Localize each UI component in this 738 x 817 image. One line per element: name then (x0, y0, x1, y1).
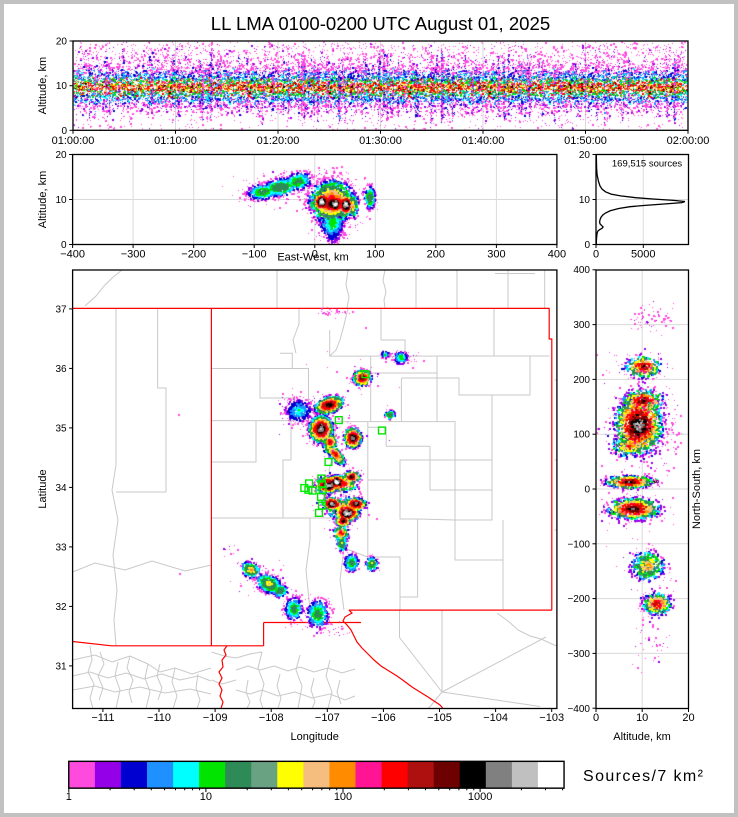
svg-text:LL LMA 0100-0200 UTC August 01: LL LMA 0100-0200 UTC August 01, 2025 (211, 13, 550, 34)
svg-text:34: 34 (55, 483, 67, 494)
svg-text:01:30:00: 01:30:00 (359, 135, 402, 147)
svg-text:Sources/7 km²: Sources/7 km² (583, 768, 704, 785)
svg-text:20: 20 (579, 150, 591, 161)
svg-text:100: 100 (334, 791, 352, 803)
svg-text:−108: −108 (259, 712, 284, 724)
svg-text:0: 0 (593, 712, 599, 724)
svg-text:Altitude, km: Altitude, km (613, 731, 670, 743)
svg-text:−107: −107 (315, 712, 340, 724)
svg-text:−105: −105 (427, 712, 452, 724)
svg-text:35: 35 (55, 423, 67, 434)
svg-text:400: 400 (573, 265, 590, 276)
svg-text:02:00:00: 02:00:00 (667, 135, 710, 147)
svg-text:33: 33 (55, 542, 67, 553)
svg-text:0: 0 (584, 240, 590, 251)
svg-text:20: 20 (55, 150, 67, 161)
svg-text:0: 0 (312, 249, 318, 261)
svg-text:−300: −300 (121, 249, 146, 261)
svg-text:100: 100 (366, 249, 384, 261)
svg-text:−100: −100 (242, 249, 267, 261)
svg-text:20: 20 (56, 37, 68, 48)
svg-text:31: 31 (55, 661, 67, 672)
svg-text:10: 10 (55, 195, 67, 206)
svg-text:−400: −400 (60, 249, 85, 261)
svg-text:5000: 5000 (631, 249, 655, 261)
svg-text:−110: −110 (147, 712, 171, 724)
svg-text:−100: −100 (567, 539, 590, 550)
svg-text:169,515 sources: 169,515 sources (612, 159, 682, 170)
svg-text:−200: −200 (181, 249, 206, 261)
svg-text:01:40:00: 01:40:00 (462, 135, 505, 147)
svg-text:−109: −109 (203, 712, 228, 724)
svg-text:400: 400 (548, 249, 566, 261)
svg-text:10: 10 (56, 81, 68, 92)
svg-text:10: 10 (200, 791, 212, 803)
svg-text:−200: −200 (567, 594, 590, 605)
svg-text:0: 0 (593, 249, 599, 261)
svg-text:Longitude: Longitude (291, 731, 339, 743)
svg-text:10: 10 (579, 195, 591, 206)
svg-text:200: 200 (573, 375, 590, 386)
svg-text:−111: −111 (91, 712, 114, 724)
svg-text:0: 0 (584, 485, 590, 496)
svg-text:100: 100 (573, 430, 590, 441)
svg-text:10: 10 (636, 712, 648, 724)
svg-text:Latitude: Latitude (37, 469, 49, 508)
svg-text:01:50:00: 01:50:00 (564, 135, 607, 147)
svg-text:North-South, km: North-South, km (691, 449, 703, 529)
svg-text:−400: −400 (567, 704, 590, 715)
svg-text:1000: 1000 (468, 791, 492, 803)
svg-text:20: 20 (682, 712, 694, 724)
svg-text:1: 1 (66, 791, 72, 803)
svg-text:01:10:00: 01:10:00 (154, 135, 197, 147)
svg-text:Altitude, km: Altitude, km (37, 171, 49, 228)
svg-text:−103: −103 (539, 712, 564, 724)
svg-text:37: 37 (55, 304, 67, 315)
svg-text:0: 0 (61, 126, 67, 137)
svg-text:32: 32 (55, 602, 67, 613)
svg-text:East-West, km: East-West, km (277, 252, 348, 264)
svg-text:−106: −106 (371, 712, 396, 724)
svg-text:01:00:00: 01:00:00 (52, 135, 95, 147)
svg-text:300: 300 (573, 320, 590, 331)
svg-text:36: 36 (55, 364, 67, 375)
svg-text:0: 0 (61, 240, 67, 251)
svg-text:−300: −300 (567, 649, 590, 660)
svg-text:300: 300 (487, 249, 505, 261)
svg-text:−104: −104 (483, 712, 508, 724)
svg-text:Altitude, km: Altitude, km (37, 57, 49, 114)
svg-text:200: 200 (427, 249, 445, 261)
svg-text:01:20:00: 01:20:00 (257, 135, 300, 147)
